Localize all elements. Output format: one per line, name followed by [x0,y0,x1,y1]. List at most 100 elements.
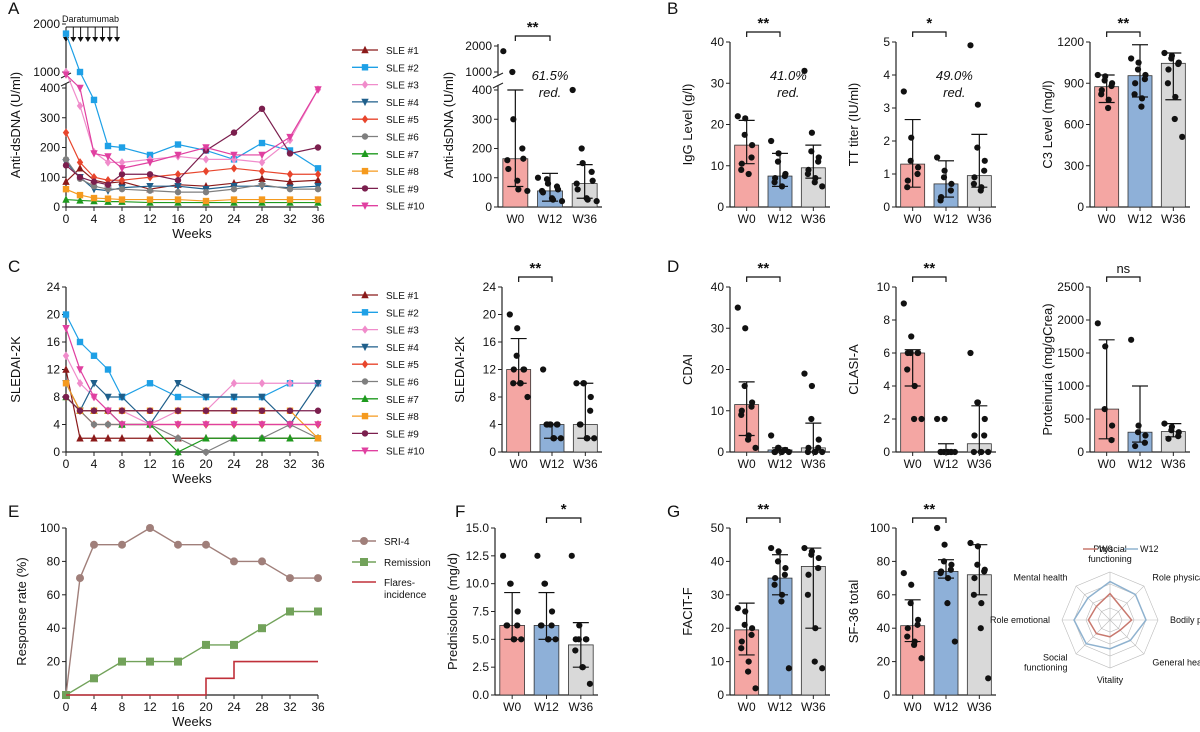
data-point [572,647,579,654]
marker-triangle [62,195,70,203]
data-point [967,539,974,547]
y-tick-label: 300 [472,112,492,126]
legend-label: Flares- [384,578,415,589]
data-point [944,448,951,456]
chart-a-line: 0 100 200 300 400 1000 2000 Anti-dsDNA (U/ml) 0 4… [8,14,425,241]
data-point [593,198,600,205]
radar-series-w12 [1073,580,1147,650]
marker-circle [230,557,238,566]
marker-triangle [258,421,266,429]
significance-label: ns [1116,261,1130,276]
x-tick-label: W12 [934,700,959,714]
significance-label: * [926,15,932,32]
data-point [904,177,911,184]
data-point [910,641,918,649]
y-tick-label: 40 [711,280,725,294]
data-point [509,68,516,76]
x-axis-label: Weeks [172,471,212,486]
marker-triangle [76,196,84,204]
marker-triangle [286,133,294,142]
data-point [914,621,921,628]
data-point [977,448,984,456]
data-point [519,145,526,152]
marker-triangle [361,343,369,352]
y-tick-label: 30 [711,588,725,602]
data-point [1175,433,1182,440]
x-tick-label: 12 [143,212,157,226]
legend-marker [360,558,368,566]
y-tick-label: 0 [717,200,724,214]
data-point [944,600,951,607]
data-point [539,189,547,196]
marker-triangle [286,434,294,442]
data-point [918,655,925,662]
y-tick-label: 30 [711,76,725,90]
marker-circle [90,182,98,190]
marker-circle [146,524,154,532]
data-point [514,608,521,615]
chart-g2: 0 20 40 60 80 100 SF-36 total W0 W12 W36 ** [846,501,996,714]
significance-label: ** [923,260,935,277]
data-point [804,591,812,598]
data-point [970,180,978,187]
data-point [801,67,808,74]
reduction-annotation: red. [943,85,965,100]
data-point [908,333,915,340]
marker-square [361,64,369,71]
x-tick-label: 20 [199,700,213,714]
marker-circle [286,407,294,414]
y-tick-label: 2000 [33,17,60,31]
panel-letter-b: B [667,0,678,18]
marker-triangle [90,150,98,158]
data-point [778,183,786,190]
significance-bracket [545,517,582,523]
data-point [558,198,566,205]
data-point [974,144,981,151]
marker-triangle [174,380,182,388]
y-tick-label: 300 [40,111,60,125]
x-tick-label: 24 [227,212,241,226]
data-point [1132,80,1139,87]
data-point [580,380,587,387]
marker-diamond [62,351,70,360]
marker-square [361,167,369,175]
y-tick-label: 50 [711,521,725,535]
data-point [904,625,911,632]
marker-circle [90,407,98,414]
x-tick-label: W36 [967,212,992,226]
x-tick-label: 16 [171,457,185,471]
chart-e: 0 20 40 60 80 100 Response rate (%) 0 4 8 12 16 20 24… [14,521,431,729]
y-tick-label: 2500 [1057,280,1084,294]
data-point [579,160,586,167]
data-point [586,680,593,687]
data-point [1094,71,1101,79]
data-point [748,154,755,161]
legend-label: SLE #10 [386,447,425,458]
y-tick-label: 5 [883,35,890,49]
marker-triangle [62,71,70,79]
x-tick-label: W12 [768,457,793,471]
x-tick-label: 16 [171,212,185,226]
marker-triangle [361,447,369,455]
marker-square [62,380,70,387]
marker-diamond [230,164,238,173]
marker-triangle [62,177,70,185]
data-point [1161,420,1168,427]
radar-axis-label: Mental health [1014,573,1068,583]
y-tick-label: 10.0 [466,577,490,591]
data-point [1132,442,1139,450]
marker-triangle [174,151,182,160]
data-point [934,415,941,423]
data-point [940,558,948,565]
data-point [557,435,564,442]
x-tick-label: W12 [768,700,793,714]
y-tick-label: 20 [47,655,61,669]
data-point [985,448,992,456]
y-tick-label: 40 [47,621,61,635]
marker-square [202,640,210,649]
dosing-arrowhead [106,37,113,42]
chart-b3: 0 300 600 900 1200 C3 Level (mg/l) W0 W12 W36 ** [1040,15,1190,226]
data-point [1142,432,1149,439]
data-point [500,552,507,559]
